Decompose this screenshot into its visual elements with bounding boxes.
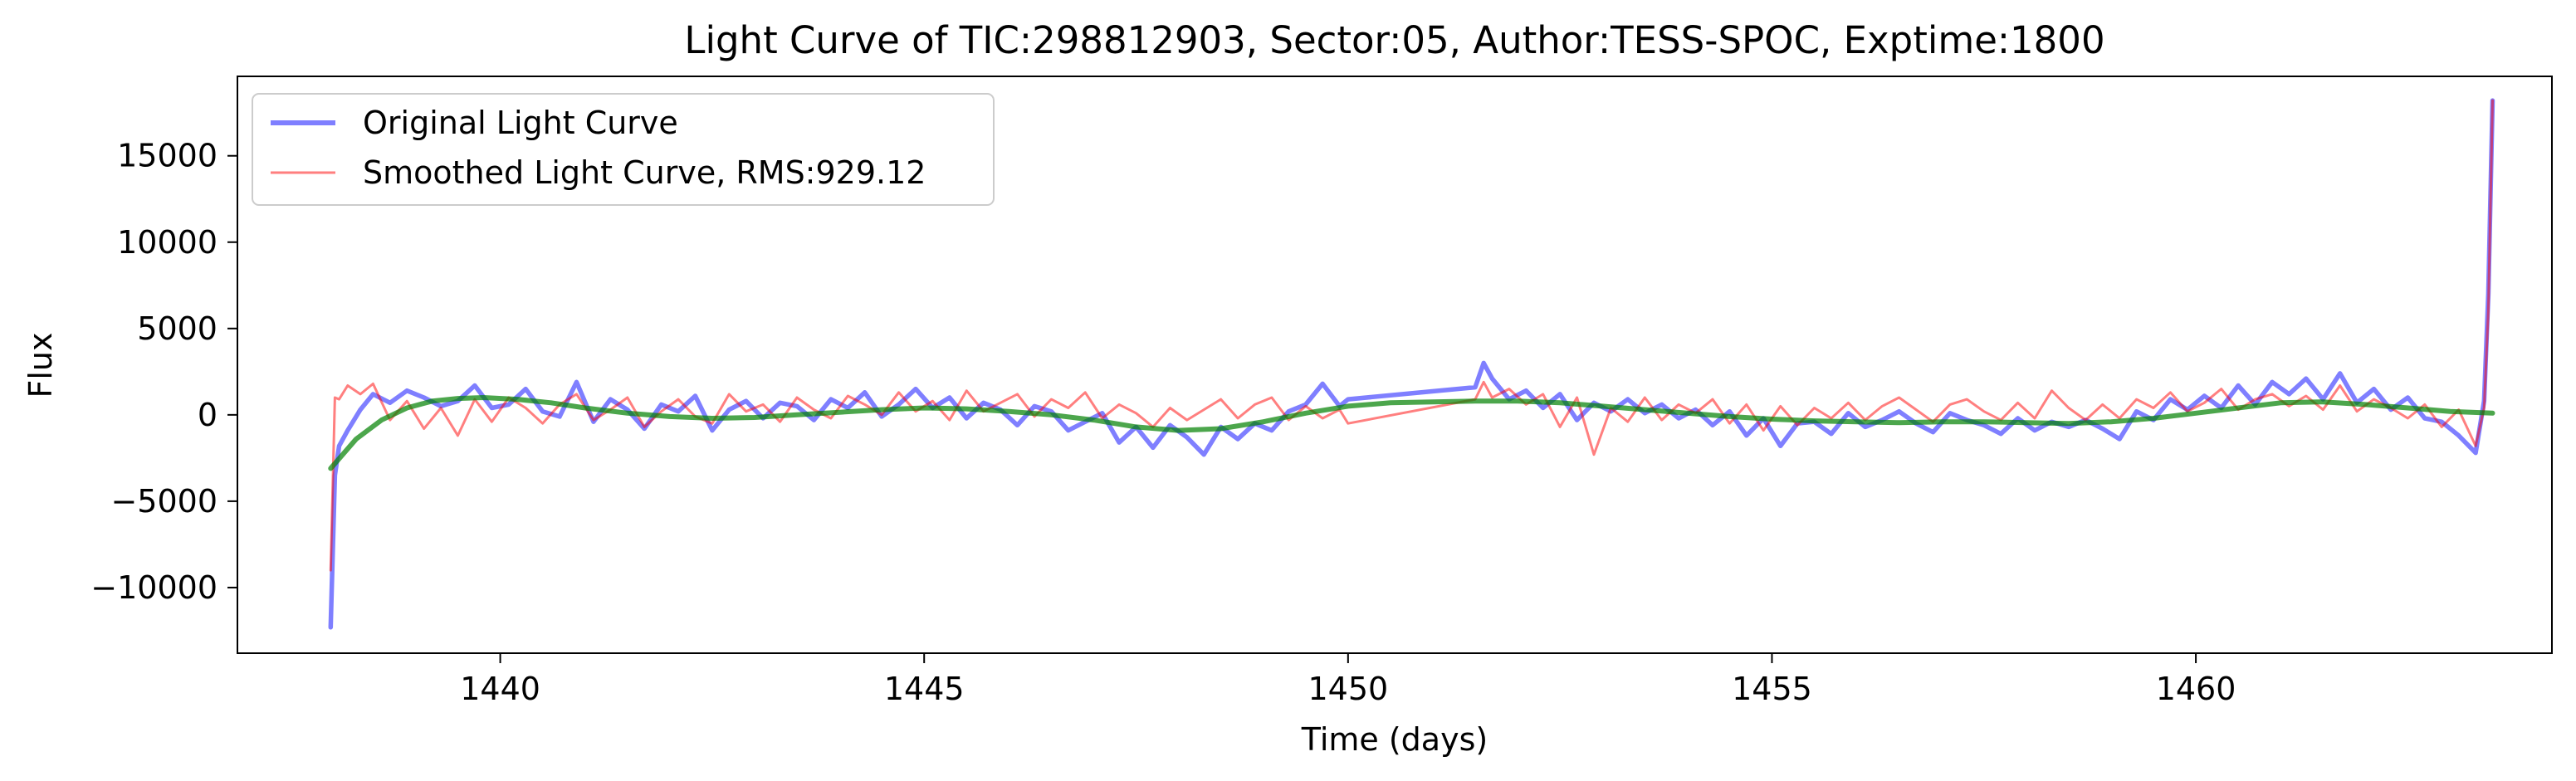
x-tick-label: 1445 [884, 671, 965, 707]
y-tick-label: 0 [198, 397, 218, 433]
legend-box [252, 93, 995, 206]
legend: Original Light Curve Smoothed Light Curv… [252, 93, 995, 206]
plot-frame [237, 76, 2553, 654]
x-axis-label: Time (days) [1301, 721, 1488, 758]
y-axis: −10000 −5000 0 5000 10000 15000 [90, 138, 237, 606]
series-line-smoothed-light-curve-rms-929-12 [329, 99, 2494, 572]
x-tick-label: 1450 [1308, 671, 1388, 707]
y-axis-label: Flux [22, 333, 59, 398]
x-tick-label: 1440 [460, 671, 540, 707]
y-tick-label: −5000 [110, 483, 218, 520]
chart-title: Light Curve of TIC:298812903, Sector:05,… [684, 18, 2104, 62]
legend-label-original: Original Light Curve [363, 105, 678, 141]
y-tick-label: 15000 [117, 138, 218, 174]
x-tick-label: 1455 [1732, 671, 1812, 707]
y-tick-label: 10000 [117, 224, 218, 261]
series-line-trend-2 [328, 395, 2495, 471]
y-tick-label: −10000 [90, 569, 218, 606]
x-tick-label: 1460 [2156, 671, 2236, 707]
series-layer [328, 98, 2495, 630]
legend-label-smoothed: Smoothed Light Curve, RMS:929.12 [363, 154, 926, 191]
plot-area [328, 98, 2495, 630]
y-tick-label: 5000 [137, 310, 218, 347]
x-axis: 1440 1445 1450 1455 1460 [460, 653, 2236, 707]
